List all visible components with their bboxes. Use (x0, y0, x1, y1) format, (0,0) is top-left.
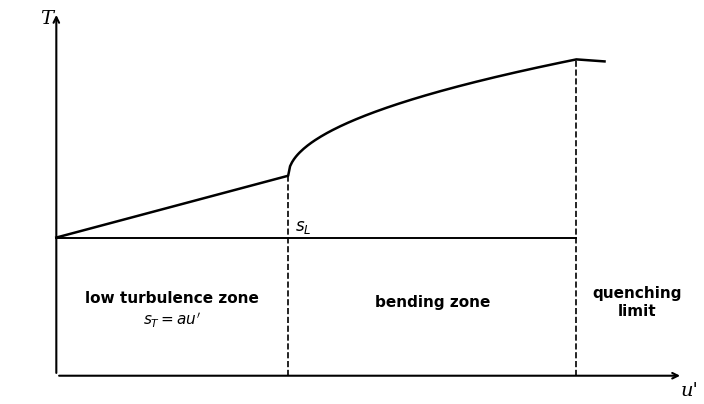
Text: u': u' (681, 382, 699, 400)
Text: T: T (40, 10, 53, 28)
Text: $s_T = au'$: $s_T = au'$ (143, 311, 201, 330)
Text: bending zone: bending zone (375, 295, 490, 310)
Text: $s_L$: $s_L$ (295, 219, 312, 236)
Text: low turbulence zone: low turbulence zone (85, 291, 259, 306)
Text: quenching
limit: quenching limit (592, 286, 681, 319)
